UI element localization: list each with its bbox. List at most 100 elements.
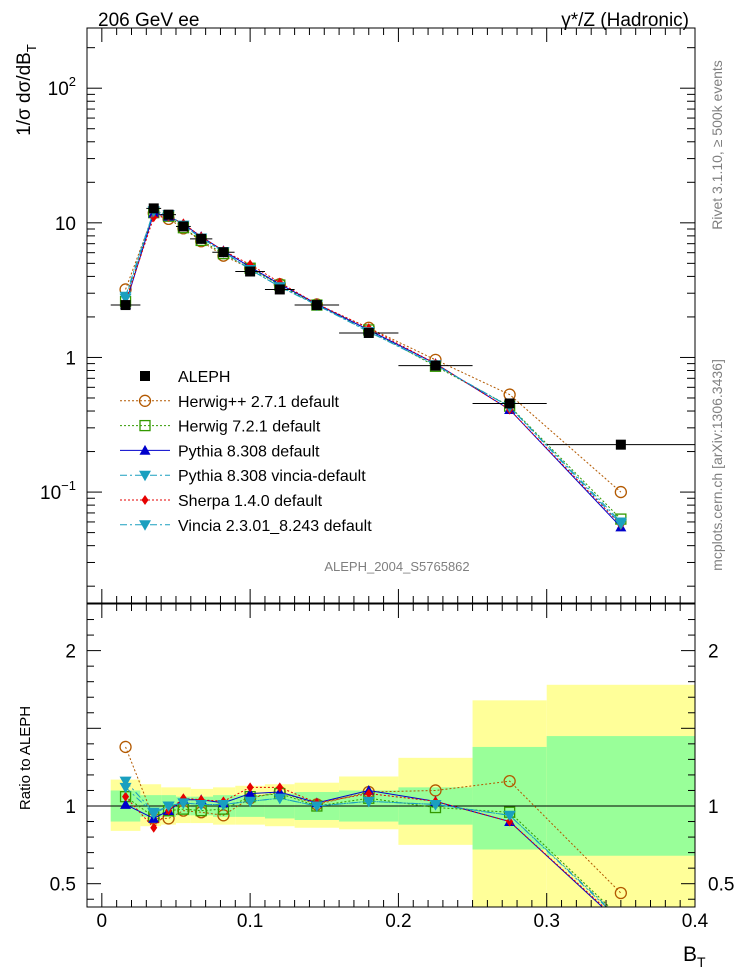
ratio-series-marker <box>506 816 514 827</box>
series-marker <box>119 293 132 305</box>
ratio-series-marker <box>614 886 628 900</box>
ratio-series-marker <box>310 801 323 812</box>
ratio-series-marker <box>119 782 132 794</box>
ratio-y-tick-label-left: 1 <box>65 797 76 818</box>
legend-item: Vincia 2.3.01_8.243 default <box>120 518 372 535</box>
data-marker <box>245 266 256 277</box>
ratio-series-marker <box>276 782 284 793</box>
ratio-series-marker <box>119 776 132 788</box>
x-tick-label: 0.4 <box>682 911 709 932</box>
top-y-axis-label-sub: T <box>24 44 39 52</box>
legend-marker <box>139 444 151 455</box>
legend-item: Sherpa 1.4.0 default <box>120 493 323 510</box>
legend-item: Herwig 7.2.1 default <box>120 419 321 436</box>
legend-label: Herwig 7.2.1 default <box>178 419 321 436</box>
ratio-y-tick-label-right: 0.5 <box>708 875 734 896</box>
legend-label: Sherpa 1.4.0 default <box>178 493 323 510</box>
y-tick-label: 10 <box>55 214 76 235</box>
ratio-y-tick-label-left: 0.5 <box>50 875 76 896</box>
series-marker <box>150 212 158 223</box>
data-marker <box>163 209 174 220</box>
y-tick-label: 102 <box>48 74 76 100</box>
top-y-axis-label-main: 1/σ dσ/dB <box>14 52 35 136</box>
analysis-id-label: ALEPH_2004_S5765862 <box>324 559 469 574</box>
ratio-series-marker <box>150 822 158 833</box>
plot-frames <box>86 27 696 908</box>
legend-item: Pythia 8.308 vincia-default <box>120 468 366 485</box>
x-tick-label: 0.2 <box>385 911 411 932</box>
data-marker <box>148 203 159 214</box>
ratio-y-axis-label: Ratio to ALEPH <box>17 706 34 810</box>
y-tick-label-base: 10 <box>48 79 69 100</box>
ratio-series-marker <box>122 791 130 802</box>
legend-marker <box>140 371 150 381</box>
legend-marker <box>139 470 151 482</box>
ratio-series-marker <box>244 796 257 808</box>
data-marker <box>615 439 626 450</box>
data-marker <box>178 221 189 232</box>
x-axis-label-main: B <box>683 943 697 966</box>
y-tick-label-exp: 2 <box>69 74 76 89</box>
legend-label: ALEPH <box>178 369 230 386</box>
data-marker <box>430 360 441 371</box>
ratio-series-marker <box>503 810 516 822</box>
legend-marker <box>139 419 151 432</box>
ratio-series-marker <box>162 801 175 812</box>
ratio-series-marker <box>195 799 208 811</box>
ratio-series-marker <box>365 788 373 799</box>
ratio-series-marker <box>120 798 132 809</box>
data-marker <box>218 247 229 258</box>
series-marker <box>614 485 628 499</box>
series-marker <box>614 519 627 530</box>
header-left: 206 GeV ee <box>98 10 199 31</box>
legend-label: Pythia 8.308 vincia-default <box>178 468 366 485</box>
x-tick-label: 0 <box>97 911 108 932</box>
ratio-series-marker <box>429 799 442 811</box>
ratio-series-marker <box>119 740 132 754</box>
legend-marker <box>139 520 151 531</box>
ratio-series-marker <box>503 774 516 788</box>
y-tick-label: 1 <box>65 348 76 369</box>
ratio-series-marker <box>147 809 160 820</box>
ratio-series-marker <box>273 793 286 805</box>
legend: ALEPH Herwig++ 2.7.1 default Herwig 7.2.1 … <box>120 369 372 535</box>
data-marker <box>120 300 131 311</box>
ratio-series-marker <box>177 798 190 809</box>
legend-label: Pythia 8.308 default <box>178 443 320 460</box>
x-tick-label: 0.3 <box>533 911 559 932</box>
legend-marker <box>138 394 152 407</box>
rivet-version-label: Rivet 3.1.10, ≥ 500k events <box>709 60 725 230</box>
legend-item: Pythia 8.308 default <box>120 443 320 460</box>
ratio-y-tick-label-right: 2 <box>708 642 719 663</box>
mcplots-label: mcplots.cern.ch [arXiv:1306.3436] <box>709 359 725 571</box>
ratio-band-inner <box>546 736 695 856</box>
ratio-plot-series <box>119 740 628 907</box>
x-axis-label: BT <box>683 943 706 970</box>
legend-item: ALEPH <box>140 369 230 386</box>
main-plot-frame <box>86 27 696 604</box>
ratio-series-marker <box>217 799 230 811</box>
ratio-series-marker <box>362 796 375 808</box>
x-tick-label: 0.1 <box>237 911 263 932</box>
main-plot-series <box>110 203 695 532</box>
ratio-series-marker <box>244 788 256 798</box>
ratio-y-tick-label-right: 1 <box>708 797 719 818</box>
data-marker <box>504 398 515 409</box>
x-axis-label-sub: T <box>697 954 706 970</box>
data-marker <box>311 300 322 311</box>
data-marker <box>363 327 374 338</box>
y-tick-label-base: 10 <box>40 483 61 504</box>
ratio-series-marker <box>246 782 254 793</box>
y-tick-label: 10−1 <box>40 478 76 504</box>
header-right: γ*/Z (Hadronic) <box>561 10 689 31</box>
legend-marker <box>141 495 149 505</box>
legend-label: Vincia 2.3.01_8.243 default <box>178 518 372 535</box>
legend-item: Herwig++ 2.7.1 default <box>120 394 340 411</box>
data-marker <box>274 284 285 295</box>
ratio-plot-frame <box>86 603 696 908</box>
top-y-axis-label: 1/σ dσ/dBT <box>14 44 39 136</box>
ratio-y-tick-label-left: 2 <box>65 642 76 663</box>
legend-label: Herwig++ 2.7.1 default <box>178 394 340 411</box>
